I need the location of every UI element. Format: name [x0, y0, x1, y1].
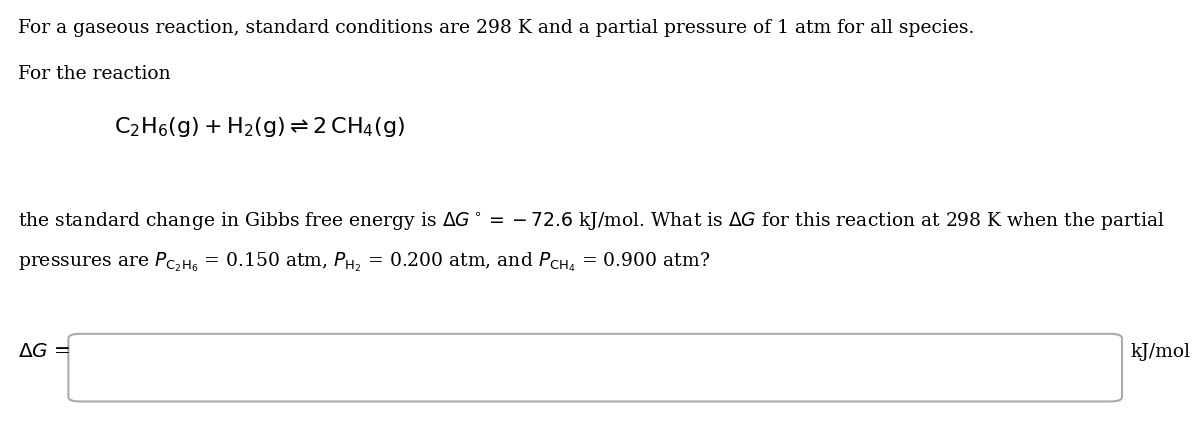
- FancyBboxPatch shape: [68, 334, 1122, 401]
- Text: $\mathrm{C_2H_6(g) + H_2(g) \rightleftharpoons 2\,CH_4(g)}$: $\mathrm{C_2H_6(g) + H_2(g) \rightleftha…: [114, 115, 406, 139]
- Text: For the reaction: For the reaction: [18, 65, 170, 83]
- Text: $\Delta G$ =: $\Delta G$ =: [18, 342, 71, 361]
- Text: kJ/mol: kJ/mol: [1130, 343, 1190, 361]
- Text: For a gaseous reaction, standard conditions are 298 K and a partial pressure of : For a gaseous reaction, standard conditi…: [18, 19, 974, 37]
- Text: pressures are $P_{\mathrm{C_2H_6}}$ = 0.150 atm, $P_{\mathrm{H_2}}$ = 0.200 atm,: pressures are $P_{\mathrm{C_2H_6}}$ = 0.…: [18, 250, 710, 273]
- Text: the standard change in Gibbs free energy is $\Delta G^\circ = -72.6$ kJ/mol. Wha: the standard change in Gibbs free energy…: [18, 210, 1164, 232]
